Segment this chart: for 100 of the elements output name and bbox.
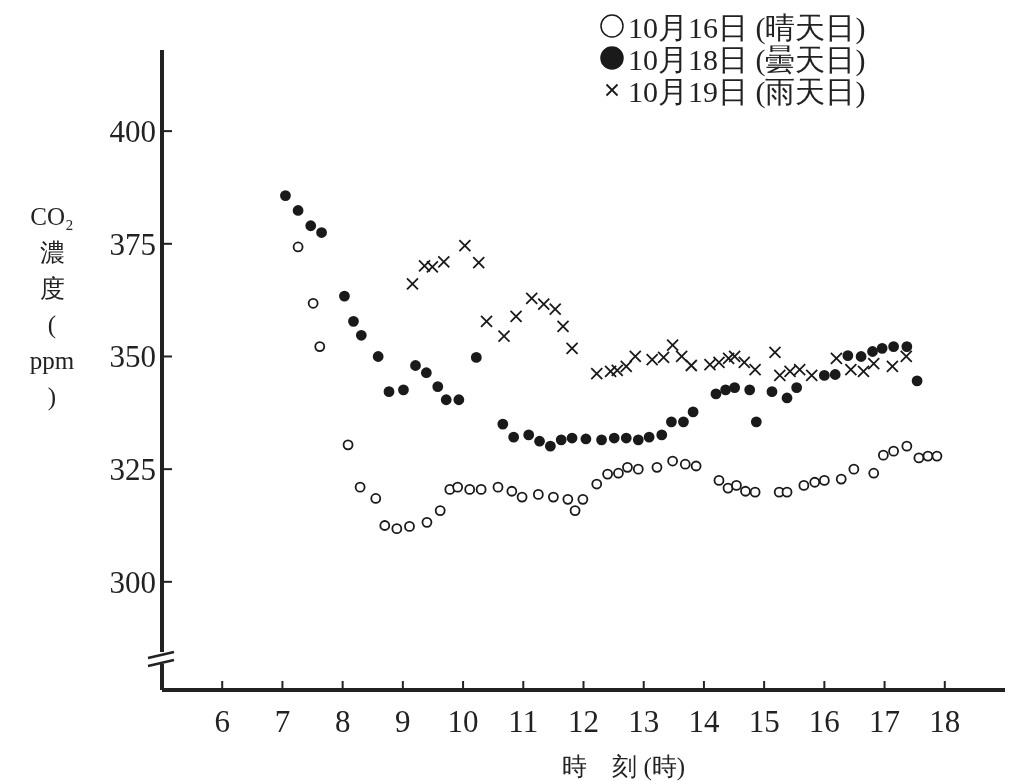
- point: [656, 429, 668, 441]
- point: [728, 350, 742, 363]
- x-tick-label: 11: [508, 704, 539, 739]
- point: [766, 386, 778, 398]
- point: [534, 435, 545, 447]
- point: [713, 475, 725, 486]
- point: [307, 297, 319, 309]
- point: [280, 190, 291, 201]
- point: [355, 329, 367, 341]
- point: [842, 350, 854, 361]
- point: [452, 481, 464, 493]
- legend-label: 10月19日 (雨天日): [628, 75, 866, 109]
- x-tick-label: 13: [628, 704, 660, 739]
- point: [731, 479, 742, 491]
- point: [434, 505, 446, 517]
- point: [569, 505, 581, 517]
- point: [556, 319, 570, 333]
- point: [470, 351, 482, 363]
- point: [876, 342, 888, 354]
- point: [292, 241, 304, 253]
- point: [791, 382, 803, 393]
- point: [710, 388, 722, 400]
- point: [619, 359, 633, 373]
- point: [720, 384, 732, 396]
- point: [458, 239, 472, 253]
- point: [516, 491, 528, 503]
- point: [737, 355, 751, 369]
- point: [722, 351, 736, 365]
- point: [596, 434, 607, 446]
- legend-label: 10月18日 (曇天日): [628, 43, 866, 77]
- point: [497, 418, 509, 430]
- point: [687, 406, 699, 418]
- point: [506, 485, 518, 497]
- point: [744, 384, 756, 396]
- point: [372, 351, 384, 362]
- y-tick-label: 300: [109, 564, 156, 600]
- x-tick-label: 15: [748, 704, 780, 739]
- y-tick-label: 325: [109, 452, 156, 488]
- point: [475, 484, 487, 495]
- point: [370, 493, 382, 504]
- x-tick-label: 18: [929, 704, 961, 739]
- point: [354, 481, 366, 493]
- x-tick-label: 9: [395, 704, 411, 739]
- y-axis-title: CO₂濃度(ppm): [29, 203, 75, 411]
- point: [628, 350, 642, 363]
- point: [781, 486, 793, 498]
- point: [729, 382, 741, 393]
- point: [379, 520, 391, 531]
- y-tick-label: 350: [109, 339, 156, 375]
- point: [931, 450, 943, 462]
- point: [472, 256, 486, 270]
- y-tick-label: 375: [109, 226, 156, 262]
- point: [420, 367, 432, 379]
- point: [886, 359, 899, 373]
- point: [410, 360, 421, 371]
- point: [580, 433, 592, 445]
- point: [497, 329, 511, 343]
- point: [591, 478, 603, 490]
- point: [532, 488, 544, 500]
- point: [632, 434, 644, 446]
- point: [316, 227, 327, 238]
- point: [722, 482, 734, 494]
- point: [613, 467, 624, 479]
- x-tick-label: 8: [334, 704, 351, 739]
- point: [565, 341, 579, 355]
- point: [781, 392, 793, 404]
- point: [740, 485, 751, 497]
- point: [314, 341, 326, 352]
- point: [911, 375, 923, 387]
- point: [432, 381, 444, 393]
- point: [421, 516, 433, 528]
- point: [830, 351, 843, 365]
- point: [440, 394, 452, 406]
- point: [632, 463, 644, 475]
- point: [855, 351, 867, 362]
- point: [913, 452, 925, 464]
- point: [675, 350, 689, 363]
- point: [643, 431, 655, 443]
- point: [768, 346, 782, 359]
- x-tick-label: 14: [688, 704, 720, 739]
- point: [818, 370, 830, 381]
- point: [679, 458, 691, 470]
- point: [798, 479, 810, 491]
- point: [464, 484, 476, 495]
- point: [667, 455, 679, 467]
- point: [602, 468, 613, 480]
- point: [835, 473, 847, 485]
- point: [509, 309, 523, 323]
- x-tick-label: 6: [214, 704, 230, 739]
- point: [523, 429, 535, 441]
- point: [620, 432, 632, 444]
- point: [690, 460, 702, 472]
- point: [867, 357, 881, 371]
- point: [818, 475, 830, 486]
- point: [877, 449, 889, 461]
- point: [678, 416, 689, 428]
- point: [750, 416, 762, 428]
- point: [848, 463, 860, 475]
- point: [748, 363, 762, 376]
- x-tick-label: 16: [808, 704, 840, 739]
